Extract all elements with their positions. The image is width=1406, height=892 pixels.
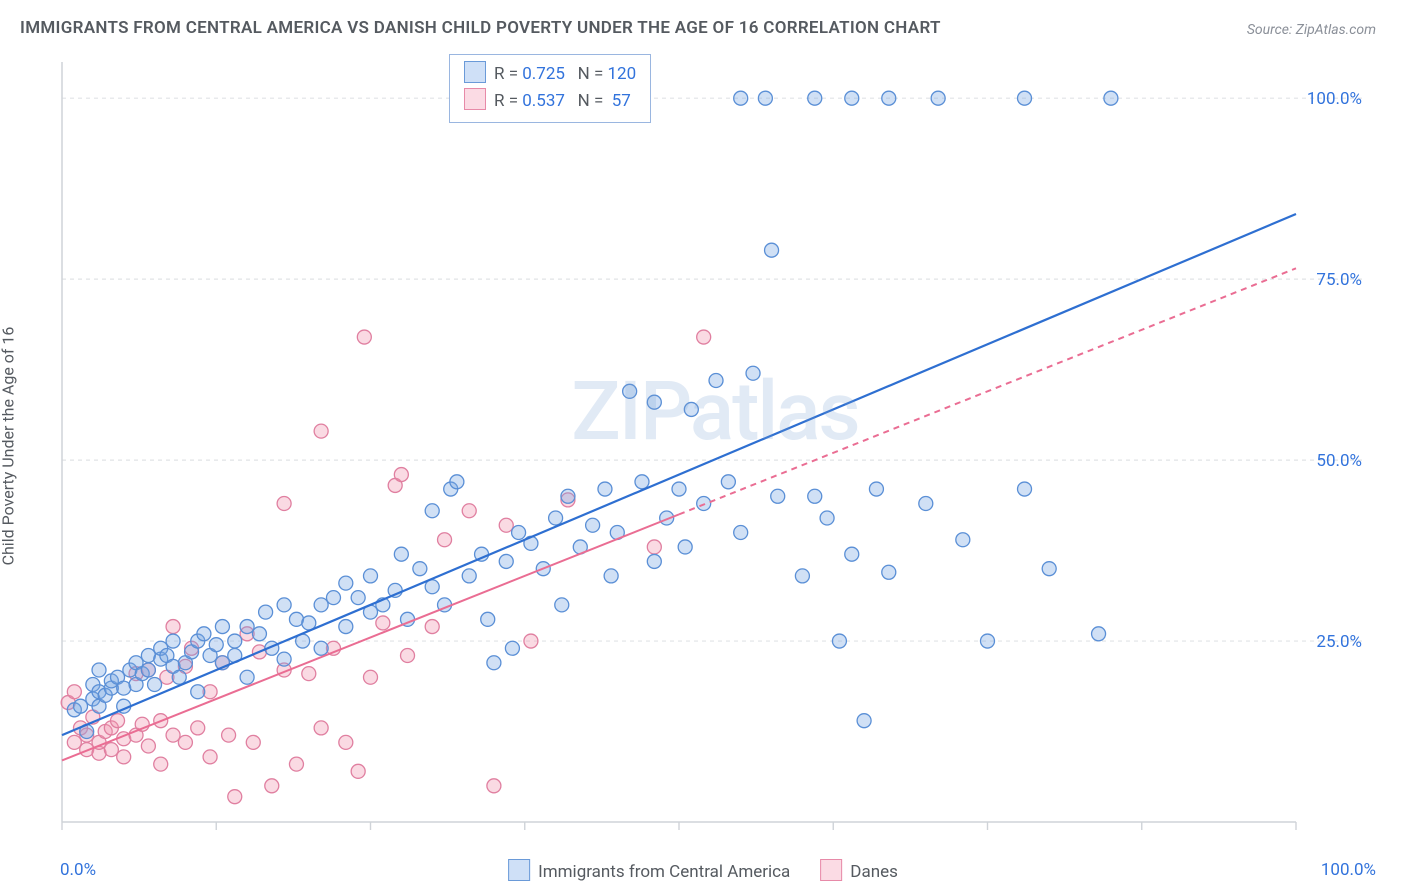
svg-text:100.0%: 100.0% <box>1307 89 1362 109</box>
legend-item: Immigrants from Central America <box>508 859 790 882</box>
legend-item: Danes <box>820 859 898 882</box>
svg-text:75.0%: 75.0% <box>1316 270 1362 290</box>
legend-label: Immigrants from Central America <box>538 862 790 882</box>
source-label: Source: ZipAtlas.com <box>1247 22 1376 38</box>
corr-row: R = 0.725 N = 120 <box>464 61 636 88</box>
bottom-legend: Immigrants from Central America Danes <box>508 859 898 882</box>
x-tick-max: 100.0% <box>1321 860 1376 880</box>
scatter-plot-svg: 25.0% 50.0% 75.0% 100.0% <box>44 52 1386 852</box>
correlation-legend-box: R = 0.725 N = 120R = 0.537 N = 57 <box>449 54 651 123</box>
legend-swatch <box>508 859 530 881</box>
corr-row: R = 0.537 N = 57 <box>464 88 636 115</box>
y-axis-label: Child Poverty Under the Age of 16 <box>0 327 18 566</box>
svg-text:50.0%: 50.0% <box>1316 451 1362 471</box>
legend-swatch <box>820 859 842 881</box>
plot-area: 25.0%50.0%75.0%100.0% ZIPatlas R = 0.725… <box>44 52 1386 852</box>
chart-container: IMMIGRANTS FROM CENTRAL AMERICA VS DANIS… <box>0 0 1406 892</box>
x-tick-min: 0.0% <box>60 860 96 880</box>
legend-swatch <box>464 61 486 83</box>
legend-label: Danes <box>850 862 898 882</box>
svg-text:25.0%: 25.0% <box>1316 632 1362 652</box>
chart-title: IMMIGRANTS FROM CENTRAL AMERICA VS DANIS… <box>20 18 941 38</box>
legend-swatch <box>464 88 486 110</box>
